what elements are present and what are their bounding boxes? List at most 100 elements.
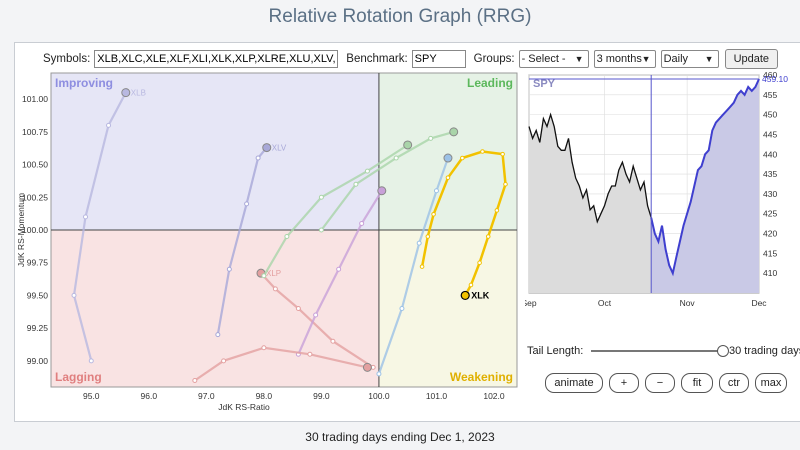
spy-y-tick-label: 430	[763, 189, 777, 199]
groups-select[interactable]: - Select - ▼	[518, 50, 589, 68]
xlk-tail-point	[494, 208, 500, 213]
series-tail-point	[364, 168, 370, 174]
y-tick-label: 100.50	[22, 160, 48, 170]
series-tail-point	[433, 188, 439, 194]
series-tail-point	[221, 358, 227, 364]
series-label: XLV	[272, 144, 287, 153]
series-tail-point	[399, 306, 405, 311]
spy-chart: 410 415 420 425 430 435 440 445 450 455 460 Sep Oct N…	[525, 70, 788, 308]
series-tail-point	[295, 306, 301, 311]
series-tail-point	[336, 266, 342, 272]
max-button[interactable]: max	[755, 373, 787, 393]
series-tail-point	[416, 240, 422, 246]
series-tail-point	[393, 155, 399, 161]
animate-button[interactable]: animate	[545, 373, 603, 393]
xlk-tail-point	[460, 155, 465, 161]
tail-length-slider[interactable]	[591, 350, 723, 352]
spy-area-tail	[651, 78, 759, 293]
series-label: XLP	[266, 269, 281, 278]
x-tick-label: 102.0	[483, 391, 505, 401]
quadrant-label-lagging: Lagging	[55, 370, 102, 384]
y-tick-label: 99.75	[27, 258, 49, 268]
xlk-tail-point	[480, 149, 485, 154]
rrg-panel: Symbols: Benchmark: Groups: - Select -▼ …	[14, 42, 800, 422]
leading-quadrant	[378, 73, 517, 230]
spy-x-tick-label: Nov	[680, 298, 696, 308]
rrg-chart[interactable]: Improving Leading Weakening Lagging 95.0 96.0…	[15, 69, 525, 419]
y-axis-label: JdK RS-Momentum	[16, 193, 26, 267]
frequency-select[interactable]: Daily ▼	[660, 50, 719, 68]
series-label: XLB	[131, 89, 146, 98]
spy-y-tick-label: 425	[763, 209, 777, 219]
series-tail-point	[255, 155, 261, 161]
y-tick-label: 99.00	[27, 356, 49, 366]
series-tail-point	[244, 201, 250, 207]
controls-bar: Symbols: Benchmark: Groups: - Select -▼ …	[43, 48, 779, 70]
series-tail-point	[353, 181, 359, 187]
fit-button[interactable]: fit	[681, 373, 713, 393]
benchmark-input[interactable]	[411, 50, 466, 68]
series-tail-point	[106, 122, 112, 128]
spy-last-value-label: 459.10	[762, 74, 788, 84]
xlk-tail-point	[503, 181, 508, 187]
spy-y-tick-label: 415	[763, 248, 777, 258]
series-tail-point	[226, 266, 232, 272]
spy-y-tick-label: 445	[763, 129, 777, 139]
x-tick-label: 95.0	[83, 391, 100, 401]
xlk-tail-point	[477, 260, 482, 266]
y-tick-label: 101.00	[22, 94, 48, 104]
xlk-label: XLK	[471, 290, 490, 300]
y-tick-label: 100.25	[22, 192, 48, 202]
chevron-down-icon: ▼	[704, 54, 714, 64]
zoom-in-button[interactable]: +	[609, 373, 639, 393]
series-tail-point	[284, 234, 290, 240]
spy-y-tick-label: 440	[763, 149, 777, 159]
footer-caption: 30 trading days ending Dec 1, 2023	[305, 430, 495, 444]
quadrant-label-leading: Leading	[467, 76, 513, 90]
improving-quadrant	[51, 73, 379, 230]
series-tail-point	[376, 371, 382, 377]
xlk-tail-point	[468, 282, 474, 288]
spy-x-tick-label: Sep	[525, 298, 537, 308]
x-tick-label: 98.0	[256, 391, 273, 401]
series-tail-point	[313, 312, 319, 318]
period-select[interactable]: 3 months ▼	[593, 50, 656, 68]
y-tick-label: 99.50	[27, 290, 49, 300]
spy-y-tick-label: 420	[763, 229, 777, 239]
series-tail-point	[71, 292, 77, 298]
xlk-tail-point	[431, 212, 436, 217]
spy-x-tick-label: Oct	[598, 298, 612, 308]
quadrant-label-weakening: Weakening	[450, 370, 513, 384]
chevron-down-icon: ▼	[574, 54, 584, 64]
x-tick-label: 100.0	[368, 391, 390, 401]
xlk-tail-point	[485, 234, 491, 239]
x-tick-label: 99.0	[313, 391, 330, 401]
series-tail-point	[83, 214, 89, 220]
series-tail-point	[428, 135, 434, 141]
xlk-tail-point	[425, 234, 431, 239]
series-tail-point	[88, 358, 94, 364]
x-axis-label: JdK RS-Ratio	[218, 402, 270, 412]
quadrant-label-improving: Improving	[55, 76, 113, 90]
series-head-point	[403, 140, 413, 150]
tail-length-value: 30 trading days	[729, 345, 800, 357]
series-head-point	[121, 88, 131, 98]
series-head-point	[362, 362, 372, 372]
series-tail-point	[192, 377, 198, 383]
tail-length-slider-handle[interactable]	[717, 345, 729, 357]
tail-length-label: Tail Length:	[527, 345, 584, 357]
series-head-point	[262, 143, 272, 153]
spy-y-tick-label: 460	[763, 70, 777, 80]
spy-y-tick-label: 450	[763, 110, 777, 120]
series-tail-point	[359, 220, 365, 226]
y-tick-label: 100.75	[22, 127, 48, 137]
spy-area-past	[529, 114, 652, 293]
zoom-out-button[interactable]: −	[645, 373, 675, 393]
xlk-tail-point	[445, 175, 451, 180]
center-button[interactable]: ctr	[719, 373, 749, 393]
update-button[interactable]: Update	[724, 49, 779, 69]
symbols-input[interactable]	[94, 50, 339, 68]
page-title: Relative Rotation Graph (RRG)	[268, 6, 532, 27]
x-tick-label: 101.0	[426, 391, 448, 401]
spy-x-tick-label: Dec	[751, 298, 767, 308]
